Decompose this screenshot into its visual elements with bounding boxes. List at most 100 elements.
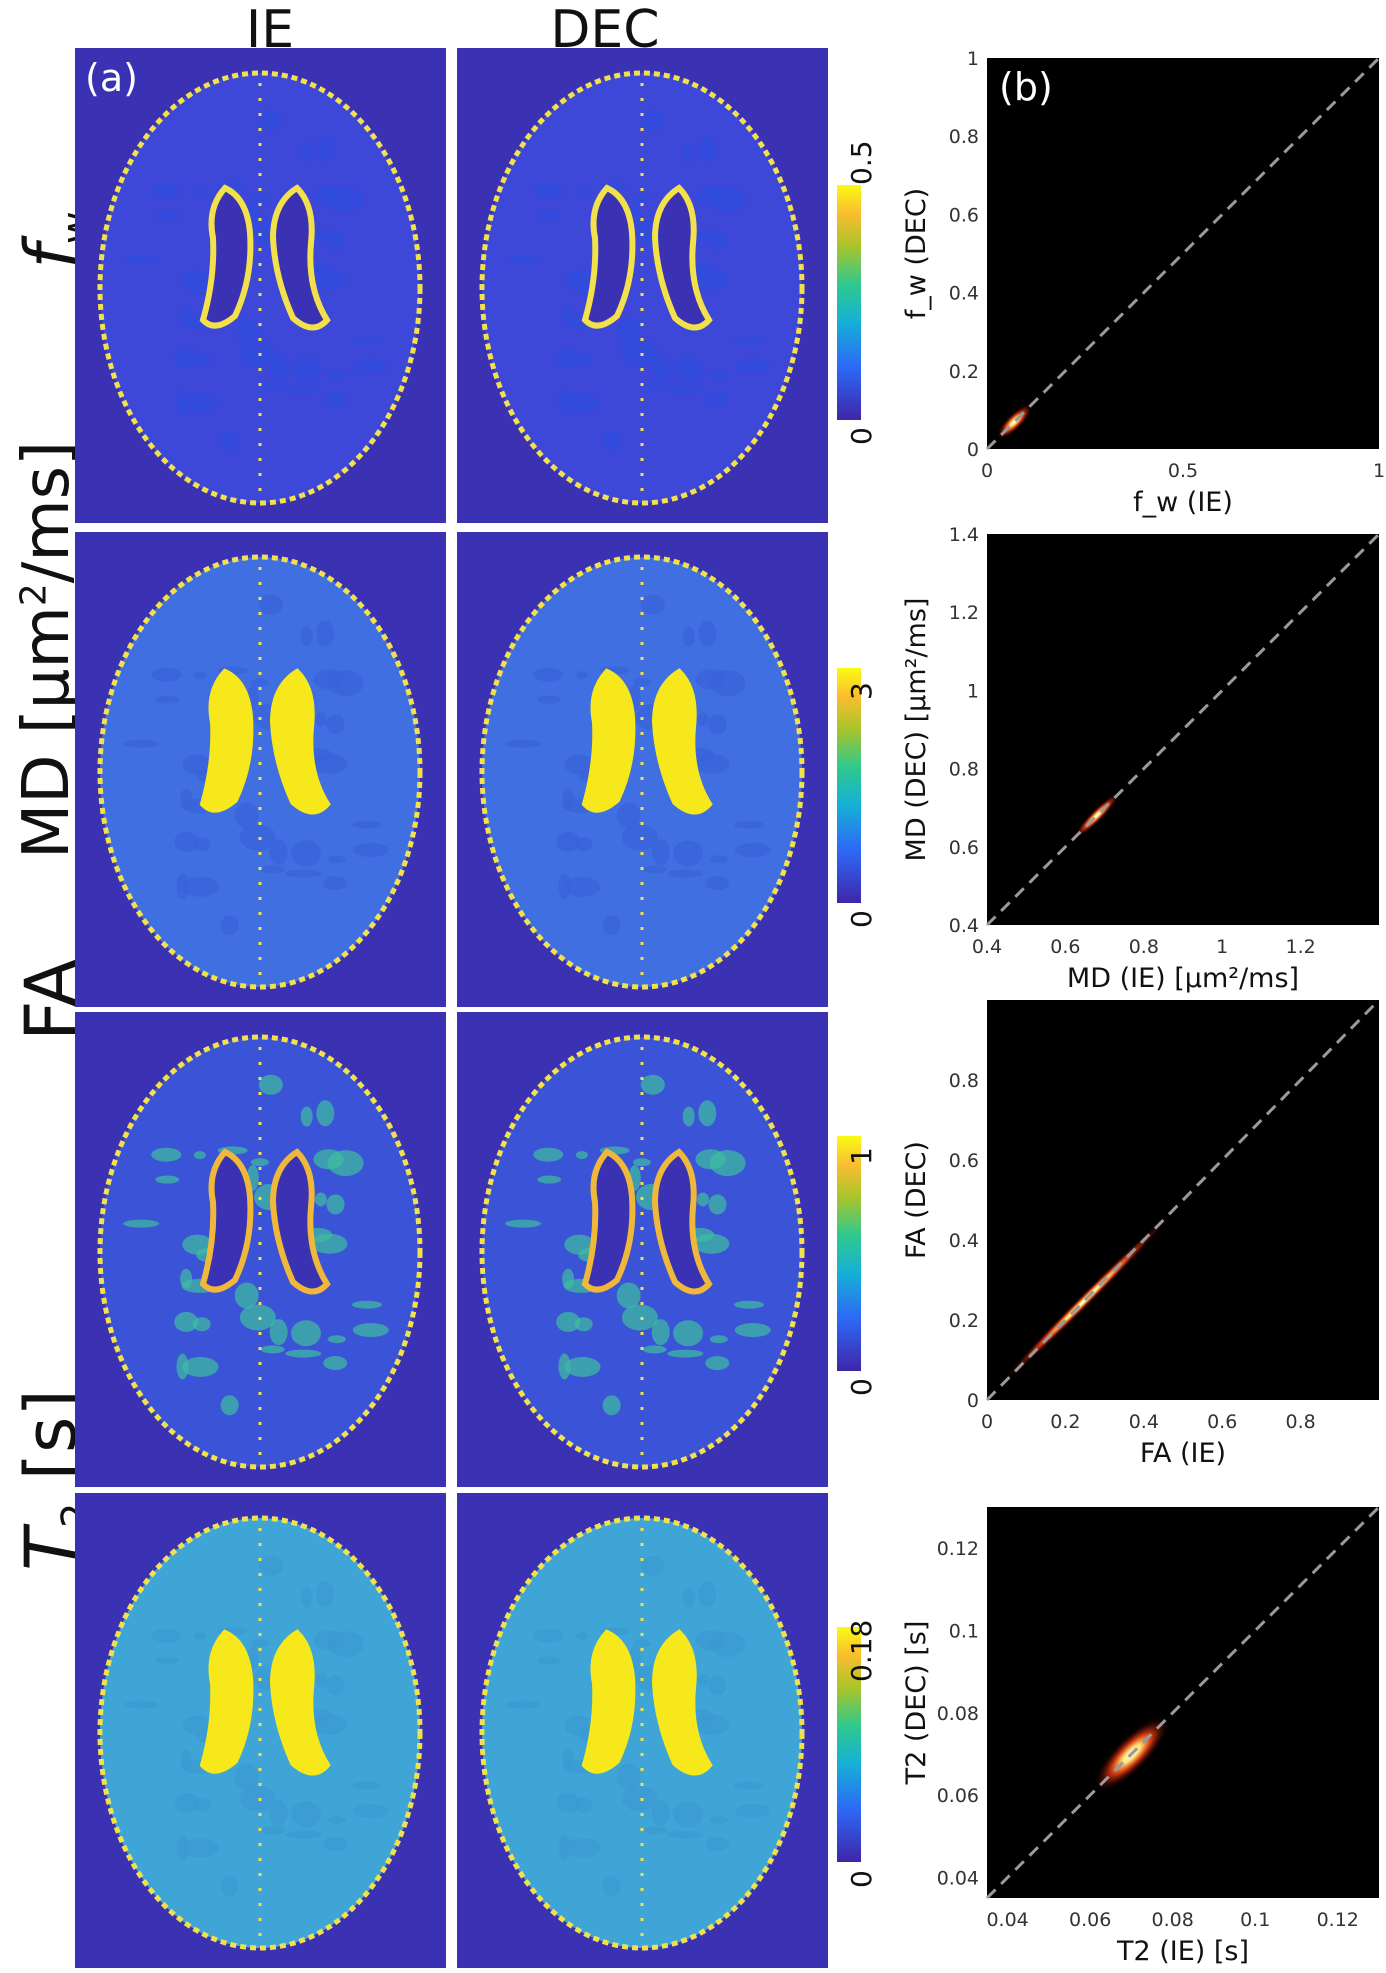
y-tick-label: 0.12 [937, 1538, 979, 1560]
identity-line [985, 56, 1381, 451]
y-tick-label: 0.6 [949, 1150, 979, 1172]
tissue-texture [556, 1792, 581, 1813]
tissue-texture [651, 1800, 670, 1827]
tissue-texture [564, 876, 601, 897]
tissue-texture [300, 142, 313, 163]
tissue-texture [693, 1233, 730, 1254]
tissue-texture [564, 1715, 595, 1736]
x-tick-label: 0.2 [1050, 1411, 1080, 1433]
tissue-texture [180, 788, 193, 809]
tissue-texture [575, 1632, 588, 1641]
tissue-texture [311, 1714, 348, 1735]
tissue-texture [505, 1700, 542, 1709]
tissue-texture [564, 1837, 601, 1858]
tissue-texture [621, 1785, 658, 1812]
tissue-texture [220, 1876, 239, 1897]
tissue-texture [258, 594, 283, 615]
tissue-texture [251, 194, 269, 203]
left-ventricle [199, 1629, 254, 1774]
tissue-texture [621, 824, 658, 851]
x-tick-label: 0.4 [1129, 1411, 1159, 1433]
tissue-texture [709, 1631, 746, 1658]
tissue-texture [533, 1147, 564, 1162]
tissue-texture [239, 824, 276, 851]
tissue-texture [193, 1151, 206, 1160]
tissue-texture [616, 802, 641, 829]
tissue-texture [667, 385, 704, 394]
tissue-texture [564, 1234, 595, 1255]
tissue-texture [174, 831, 199, 852]
x-axis-label: f_w (IE) [1133, 487, 1233, 518]
tissue-texture [285, 1349, 322, 1358]
tissue-texture [327, 186, 364, 213]
tissue-texture [734, 359, 771, 374]
colorbar-fa [837, 1136, 861, 1371]
tissue-texture [151, 1147, 182, 1162]
brain-map-fw-dec [457, 48, 828, 523]
tissue-texture [311, 753, 348, 774]
tissue-texture [696, 1673, 709, 1688]
tissue-texture [352, 820, 383, 829]
right-ventricle [269, 184, 331, 331]
colorbar-fa-min: 0 [845, 1378, 878, 1396]
tissue-texture [269, 1800, 288, 1827]
tissue-texture [651, 1319, 670, 1346]
tissue-texture [151, 1628, 182, 1643]
tissue-texture [698, 1581, 717, 1608]
tissue-texture [285, 385, 322, 394]
tissue-texture [155, 211, 180, 220]
panel-label-b: (b) [999, 65, 1053, 109]
brain-map-fw-ie: (a) [75, 48, 446, 523]
y-tick-label: 0.6 [949, 837, 979, 859]
tissue-texture [709, 670, 746, 697]
tissue-texture [708, 1675, 727, 1696]
y-tick-label: 0.1 [949, 1620, 979, 1642]
tissue-texture [260, 1345, 285, 1354]
tissue-texture [291, 840, 322, 867]
tissue-texture [234, 1282, 259, 1309]
tissue-texture [693, 269, 730, 290]
tissue-texture [562, 788, 575, 809]
tissue-texture [640, 110, 665, 131]
tissue-texture [314, 1673, 327, 1688]
tissue-texture [621, 1304, 658, 1331]
tissue-texture [696, 712, 709, 727]
tissue-texture [667, 1349, 704, 1358]
tissue-texture [352, 1323, 389, 1338]
y-tick-label: 1.2 [949, 602, 979, 624]
tissue-texture [260, 1826, 285, 1835]
tissue-texture [633, 678, 651, 687]
colorbar-fa-max: 1 [845, 1147, 878, 1165]
tissue-texture [562, 1749, 575, 1770]
tissue-texture [537, 211, 562, 220]
tissue-texture [734, 1804, 771, 1819]
x-tick-label: 0.6 [1207, 1411, 1237, 1433]
x-tick-label: 0.06 [1069, 1909, 1111, 1931]
brain-outline [479, 1515, 805, 1951]
tissue-texture [709, 1335, 728, 1344]
plot-area [987, 1000, 1379, 1400]
x-tick-label: 0 [981, 1411, 993, 1433]
tissue-texture [734, 1300, 765, 1309]
tissue-texture [291, 356, 322, 383]
tissue-texture [575, 671, 588, 680]
tissue-texture [352, 359, 389, 374]
brain-outline [479, 70, 805, 506]
left-ventricle [199, 184, 254, 329]
left-ventricle [581, 668, 636, 813]
tissue-texture [558, 1834, 571, 1861]
tissue-texture [258, 110, 283, 131]
tissue-texture [182, 270, 213, 291]
tissue-texture [693, 753, 730, 774]
brain-outline [97, 1034, 423, 1470]
tissue-texture [239, 340, 276, 367]
tissue-texture [698, 1100, 717, 1127]
tissue-texture [193, 1632, 206, 1641]
tissue-texture [562, 304, 575, 325]
right-ventricle [269, 668, 331, 815]
tissue-texture [564, 270, 595, 291]
left-ventricle [199, 668, 254, 813]
tissue-texture [220, 915, 239, 936]
density-blob [996, 404, 1032, 440]
tissue-texture [633, 1158, 651, 1167]
